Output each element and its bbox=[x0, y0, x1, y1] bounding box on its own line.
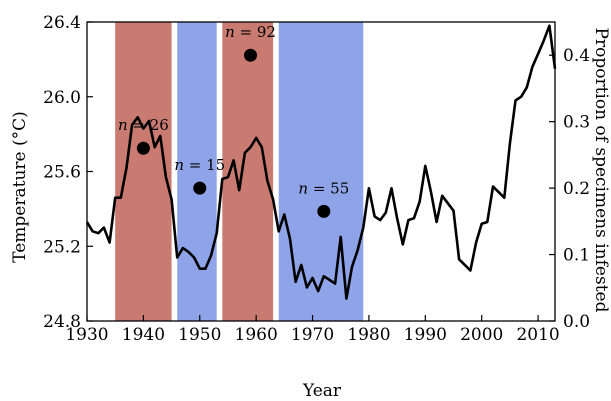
x-tick-label-4: 1970 bbox=[291, 325, 334, 345]
sample-size-label-3: n = 55 bbox=[298, 179, 349, 197]
left-y-axis-title: Temperature (°C) bbox=[10, 111, 30, 263]
temperature-line-layer bbox=[85, 24, 557, 300]
y-right-tick-label-0: 0.0 bbox=[563, 312, 590, 332]
x-tick-label-5: 1980 bbox=[347, 325, 390, 345]
y-left-tick-label-1: 25.2 bbox=[43, 237, 81, 257]
y-left-tick-label-4: 26.4 bbox=[43, 13, 81, 33]
temperature-line bbox=[85, 24, 557, 300]
x-tick-label-1: 1940 bbox=[122, 325, 165, 345]
infestation-point-2 bbox=[244, 48, 258, 62]
x-tick-label-7: 2000 bbox=[460, 325, 503, 345]
infestation-point-3 bbox=[317, 204, 331, 218]
infestation-point-1 bbox=[193, 181, 207, 195]
shaded-band-blue-1 bbox=[177, 22, 217, 321]
infestation-point-0 bbox=[136, 141, 150, 155]
shaded-band-red-0 bbox=[115, 22, 172, 321]
sample-size-label-1: n = 15 bbox=[174, 156, 225, 174]
x-tick-label-3: 1960 bbox=[235, 325, 278, 345]
sample-size-label-2: n = 92 bbox=[225, 23, 276, 41]
y-right-tick-label-3: 0.3 bbox=[563, 113, 590, 133]
y-left-tick-label-3: 26.0 bbox=[43, 88, 81, 108]
right-y-axis-title: Proportion of specimens infested bbox=[591, 28, 611, 313]
axes-layer: 1930 1940 1950 1960 1970 1980 1990 2000 2010 24.8… bbox=[43, 13, 590, 345]
x-tick-label-0: 1930 bbox=[65, 325, 108, 345]
x-tick-label-2: 1950 bbox=[178, 325, 221, 345]
shaded-band-blue-3 bbox=[278, 22, 364, 321]
x-axis-title: Year bbox=[302, 381, 342, 401]
axis-titles: Year Temperature (°C) Proportion of spec… bbox=[10, 28, 611, 401]
y-right-tick-label-1: 0.1 bbox=[563, 246, 590, 266]
y-right-tick-label-4: 0.4 bbox=[563, 46, 590, 66]
y-left-tick-label-2: 25.6 bbox=[43, 163, 81, 183]
y-left-tick-label-0: 24.8 bbox=[43, 312, 81, 332]
y-right-tick-label-2: 0.2 bbox=[563, 179, 590, 199]
sample-size-label-0: n = 26 bbox=[118, 116, 169, 134]
x-tick-label-6: 1990 bbox=[404, 325, 447, 345]
x-tick-label-8: 2010 bbox=[516, 325, 559, 345]
infestation-points-layer: n = 26 n = 15 n = 92 n = 55 bbox=[118, 23, 349, 218]
